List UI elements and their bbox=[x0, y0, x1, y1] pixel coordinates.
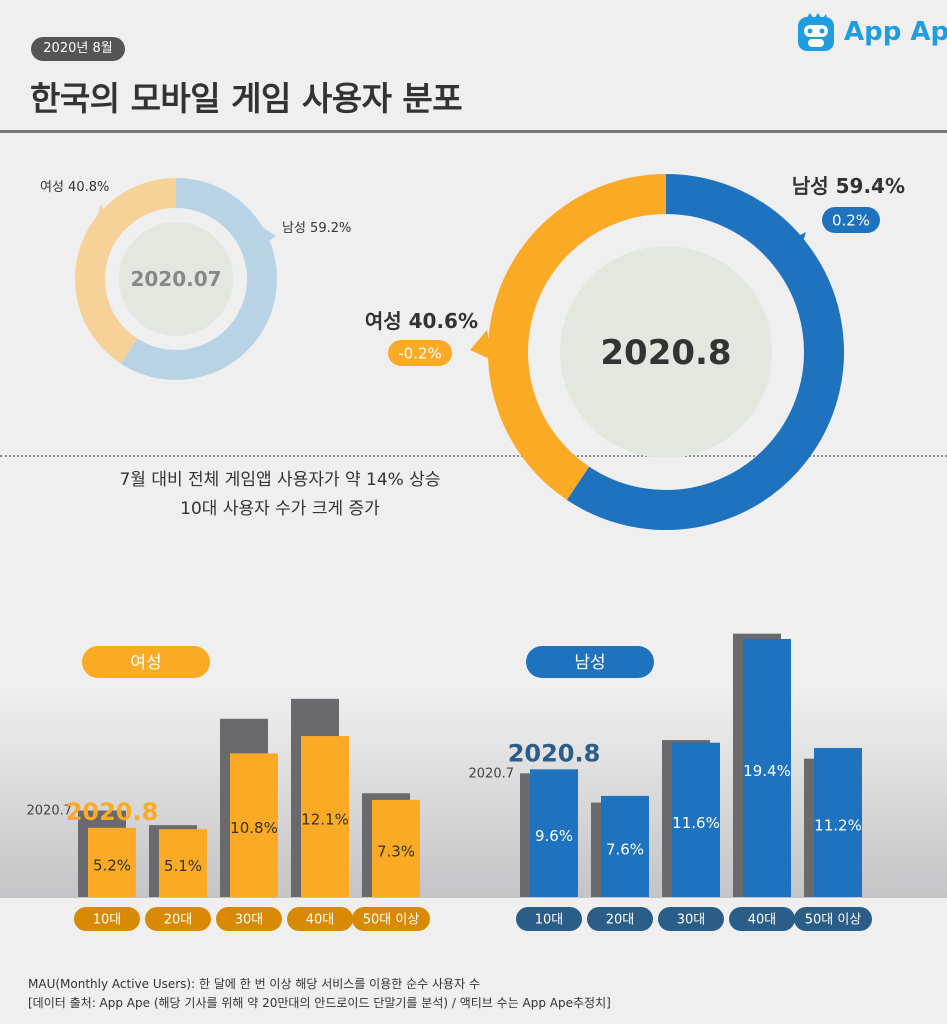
donut-2020-08-slice-female bbox=[488, 174, 667, 500]
male-chart-category-tag-bg bbox=[587, 907, 653, 931]
female-chart-bar-2020-8 bbox=[230, 753, 278, 897]
female-chart-legend-2020-8: 2020.8 bbox=[66, 798, 159, 826]
headline-line-1: 7월 대비 전체 게임앱 사용자가 약 14% 상승 bbox=[119, 470, 441, 490]
male-chart-bar-2020-8 bbox=[743, 638, 791, 897]
male-chart-bar-value-label: 11.6% bbox=[672, 814, 720, 832]
female-chart-category-tag-bg bbox=[74, 907, 140, 931]
male-chart-category-tag: 20대 bbox=[606, 913, 635, 928]
male-chart-category-tag: 30대 bbox=[677, 913, 706, 928]
female-chart-bar-value-label: 7.3% bbox=[377, 842, 415, 860]
title-divider bbox=[0, 130, 947, 133]
section-divider bbox=[0, 455, 947, 457]
donut-2020-07-center bbox=[119, 222, 233, 336]
donut-2020-08-pointer-female bbox=[470, 330, 492, 360]
female-chart-bar-2020-8 bbox=[372, 799, 420, 897]
female-chart-bar-2020-8 bbox=[301, 736, 349, 897]
donut-2020-08-change-female-bg bbox=[388, 340, 452, 366]
donut-2020-07-pointer-female bbox=[96, 205, 112, 226]
female-chart-title: 여성 bbox=[130, 653, 161, 673]
male-chart-category-tag: 40대 bbox=[748, 913, 777, 928]
male-chart-category-tag: 50대 이상 bbox=[805, 913, 862, 928]
male-chart-bar-value-label: 19.4% bbox=[743, 762, 791, 780]
male-chart-title: 남성 bbox=[574, 653, 605, 673]
female-chart-category-tag-bg bbox=[352, 907, 430, 931]
female-chart-category-tag-bg bbox=[287, 907, 353, 931]
footnote-source: [데이터 출처: App Ape (해당 기사를 위해 약 20만대의 안드로이… bbox=[28, 996, 611, 1010]
ape-mascot-icon bbox=[798, 13, 834, 51]
female-chart-category-tag: 40대 bbox=[306, 913, 335, 928]
donut-2020-08-label-male: 남성 59.4% bbox=[792, 174, 905, 198]
male-chart-legend-2020-8: 2020.8 bbox=[508, 739, 601, 767]
donut-2020-07-center-label: 2020.07 bbox=[130, 267, 221, 291]
female-chart-bar-value-label: 10.8% bbox=[230, 819, 278, 837]
donut-2020-08-center bbox=[560, 246, 772, 458]
female-chart-category-tag: 20대 bbox=[164, 913, 193, 928]
donut-2020-07-pointer-male bbox=[261, 227, 276, 247]
donut-2020-08-center-label: 2020.8 bbox=[600, 333, 731, 373]
female-chart-legend-2020-7: 2020.7 bbox=[27, 804, 73, 819]
donut-2020-08-change-male-bg bbox=[822, 207, 880, 233]
female-chart-category-tag: 10대 bbox=[93, 913, 122, 928]
donut-2020-07-label-male: 남성 59.2% bbox=[282, 221, 351, 236]
female-chart-bar-value-label: 5.1% bbox=[164, 857, 202, 875]
headline: 7월 대비 전체 게임앱 사용자가 약 14% 상승 10대 사용자 수가 크게… bbox=[40, 466, 520, 524]
male-chart-bar-value-label: 9.6% bbox=[535, 827, 573, 845]
donut-2020-08-slice-male bbox=[566, 174, 844, 530]
charts-canvas: 2020.07 여성 40.8% 남성 59.2% 2020.8 남성 59.4% 0.2… bbox=[27, 174, 905, 931]
male-chart-legend-2020-7: 2020.7 bbox=[469, 766, 515, 781]
female-chart-bar-value-label: 5.2% bbox=[93, 856, 131, 874]
male-chart-bar-2020-8 bbox=[672, 742, 720, 897]
logo-text: App Ape bbox=[844, 17, 947, 47]
date-badge: 2020년 8월 bbox=[31, 37, 125, 61]
female-chart-category-tag-bg bbox=[216, 907, 282, 931]
donut-2020-08-change-female: -0.2% bbox=[398, 344, 442, 362]
app-ape-logo: App Ape bbox=[796, 10, 947, 54]
male-chart-bar-value-label: 11.2% bbox=[814, 817, 862, 835]
female-chart-category-tag-bg bbox=[145, 907, 211, 931]
male-chart-category-tag: 10대 bbox=[535, 913, 564, 928]
female-chart-bar-value-label: 12.1% bbox=[301, 811, 349, 829]
male-chart-category-tag-bg bbox=[516, 907, 582, 931]
male-chart-bar-2020-8 bbox=[601, 795, 649, 897]
female-chart-category-tag: 30대 bbox=[235, 913, 264, 928]
footnote-mau: MAU(Monthly Active Users): 한 달에 한 번 이상 해… bbox=[28, 977, 480, 991]
headline-line-2: 10대 사용자 수가 크게 증가 bbox=[180, 499, 380, 519]
female-chart-bar-2020-8 bbox=[159, 829, 207, 897]
donut-2020-07-slice-female bbox=[75, 178, 177, 364]
male-chart-category-tag-bg bbox=[729, 907, 795, 931]
page-title: 한국의 모바일 게임 사용자 분포 bbox=[30, 79, 463, 118]
male-chart-category-tag-bg bbox=[794, 907, 872, 931]
donut-2020-07-label-female: 여성 40.8% bbox=[40, 180, 109, 195]
donut-2020-08-label-female: 여성 40.6% bbox=[365, 309, 478, 333]
female-chart-title-bg bbox=[82, 646, 210, 678]
female-chart-category-tag: 50대 이상 bbox=[363, 913, 420, 928]
donut-2020-08-change-male: 0.2% bbox=[832, 211, 870, 229]
female-chart-bar-2020-8 bbox=[88, 827, 136, 897]
male-chart-category-tag-bg bbox=[658, 907, 724, 931]
male-chart-bar-2020-8 bbox=[530, 769, 578, 897]
donut-2020-07-slice-male bbox=[120, 178, 277, 380]
male-chart-bar-value-label: 7.6% bbox=[606, 840, 644, 858]
donut-2020-08-pointer-male bbox=[781, 232, 806, 258]
male-chart-bar-2020-8 bbox=[814, 748, 862, 897]
male-chart-title-bg bbox=[526, 646, 654, 678]
